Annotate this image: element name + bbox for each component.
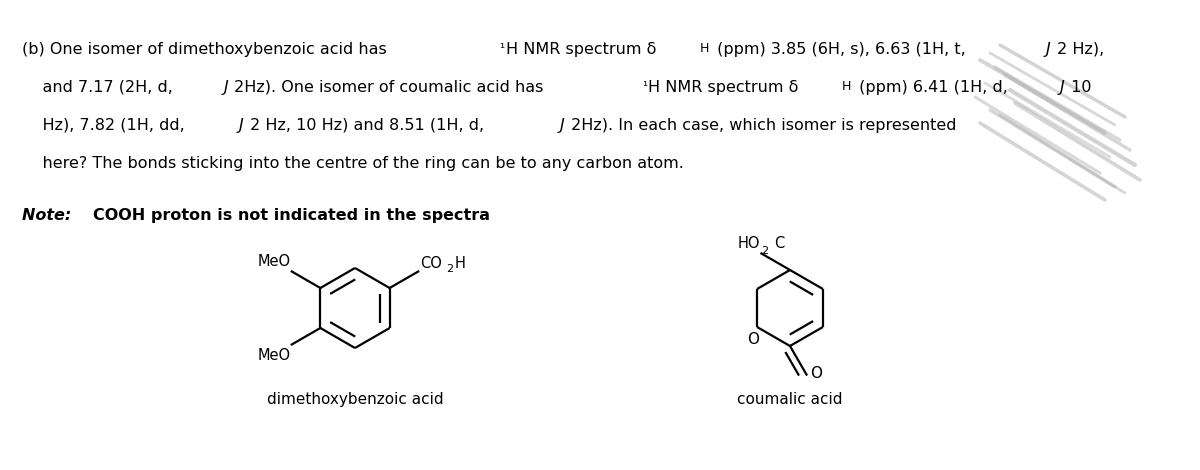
Text: 2Hz). One isomer of coumalic acid has: 2Hz). One isomer of coumalic acid has <box>229 80 548 95</box>
Text: 2: 2 <box>446 265 454 274</box>
Text: (b) One isomer of dimethoxybenzoic acid has: (b) One isomer of dimethoxybenzoic acid … <box>22 42 392 57</box>
Text: 2: 2 <box>762 245 768 256</box>
Text: dimethoxybenzoic acid: dimethoxybenzoic acid <box>266 392 443 407</box>
Text: J: J <box>1060 80 1064 95</box>
Text: 2 Hz, 10 Hz) and 8.51 (1H, d,: 2 Hz, 10 Hz) and 8.51 (1H, d, <box>245 118 488 133</box>
Text: 10: 10 <box>1066 80 1091 95</box>
Text: H NMR spectrum δ: H NMR spectrum δ <box>505 42 656 57</box>
Text: COOH proton is not indicated in the spectra: COOH proton is not indicated in the spec… <box>92 208 490 223</box>
Text: MeO: MeO <box>258 347 290 362</box>
Text: MeO: MeO <box>258 253 290 268</box>
Text: Note:: Note: <box>22 208 77 223</box>
Text: coumalic acid: coumalic acid <box>737 392 842 407</box>
Text: Hz), 7.82 (1H, dd,: Hz), 7.82 (1H, dd, <box>22 118 190 133</box>
Text: HO: HO <box>738 235 761 251</box>
Text: 2Hz). In each case, which isomer is represented: 2Hz). In each case, which isomer is repr… <box>566 118 956 133</box>
Text: J: J <box>560 118 565 133</box>
Text: H: H <box>842 80 852 93</box>
Text: ¹: ¹ <box>642 80 647 93</box>
Text: here? The bonds sticking into the centre of the ring can be to any carbon atom.: here? The bonds sticking into the centre… <box>22 156 684 171</box>
Text: O: O <box>748 332 760 347</box>
Text: J: J <box>239 118 244 133</box>
Text: J: J <box>1046 42 1051 57</box>
Text: O: O <box>810 366 822 381</box>
Text: 2 Hz),: 2 Hz), <box>1052 42 1104 57</box>
Text: H: H <box>455 256 466 271</box>
Text: CO: CO <box>420 256 442 271</box>
Text: (ppm) 6.41 (1H, d,: (ppm) 6.41 (1H, d, <box>854 80 1013 95</box>
Text: and 7.17 (2H, d,: and 7.17 (2H, d, <box>22 80 178 95</box>
Text: H NMR spectrum δ: H NMR spectrum δ <box>648 80 798 95</box>
Text: ¹: ¹ <box>499 42 504 55</box>
Text: J: J <box>223 80 228 95</box>
Text: (ppm) 3.85 (6H, s), 6.63 (1H, t,: (ppm) 3.85 (6H, s), 6.63 (1H, t, <box>712 42 971 57</box>
Text: H: H <box>700 42 709 55</box>
Text: C: C <box>774 235 785 251</box>
